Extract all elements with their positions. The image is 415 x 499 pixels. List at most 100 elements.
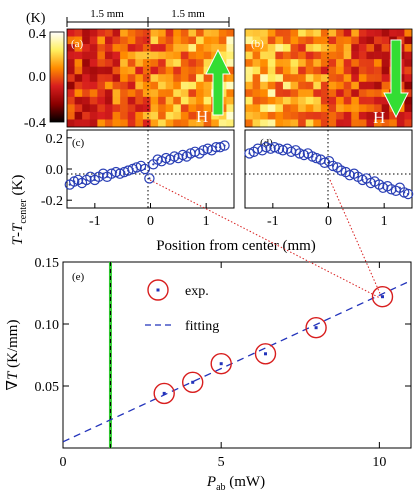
heat-cell [97,36,106,45]
heat-cell [275,66,284,75]
heat-cell [104,29,113,37]
heat-cell [298,89,307,98]
heat-cell [120,111,129,120]
heat-cell [282,44,291,52]
heat-cell [112,44,121,52]
heat-cell [305,81,314,90]
heat-cell [104,74,113,83]
heat-cell [396,111,405,120]
heat-cell [275,74,284,83]
heat-cell [226,29,235,37]
heat-cell [305,96,314,105]
heat-cell [158,36,166,45]
heat-cell [336,96,344,105]
heat-cell [305,44,314,52]
heat-cell [67,66,75,75]
heat-cell [142,96,151,105]
heat-cell [120,66,129,75]
heat-cell [82,59,91,67]
heat-cell [313,96,322,105]
heat-cell [150,66,159,75]
heat-cell [82,74,91,83]
heat-cell [112,66,121,75]
heat-cell [97,29,106,37]
heat-cell [188,74,197,83]
heat-cell [320,96,329,105]
heat-cell [275,81,284,90]
heat-cell [112,36,121,45]
heatmap-a-frame [66,28,235,128]
heat-cell [89,96,98,105]
heat-cell [358,111,367,120]
heat-cell [142,36,151,45]
heat-cell [74,81,83,90]
heat-cell [135,111,144,120]
heat-cell [203,111,212,120]
heat-cell [127,89,136,98]
colorbar [49,31,65,123]
heat-cell [366,36,375,45]
heat-cell [328,66,337,75]
heat-cell [389,119,398,128]
data-point [402,188,414,200]
heat-cell [203,29,212,37]
heat-cell [97,66,106,75]
heat-cell [150,44,159,52]
heat-cell [135,29,144,37]
heat-cell [366,119,375,128]
heat-cell [89,29,98,37]
heat-cell [343,74,352,83]
colorbar-tick-top: 0.4 [29,27,47,42]
heat-cell [298,81,307,90]
heat-cell [404,81,413,90]
heat-cell [135,44,144,52]
heat-cell [320,89,329,98]
heat-cell [74,96,83,105]
connector-line-d [329,179,383,299]
heat-cell [351,36,360,45]
panel-e-ylabel: ∇T (K/mm) [5,320,21,391]
x-tick-label: 5 [218,455,225,470]
x-tick-label: -1 [267,214,279,229]
heat-cell [74,104,83,113]
x-tick-label: 1 [381,214,388,229]
heat-cell [158,81,166,90]
heat-cell [260,74,269,83]
heat-cell [89,36,98,45]
heat-cell [112,104,121,113]
heat-cell [245,36,253,45]
y-tick-label: 0.15 [35,256,60,271]
heat-cell [275,96,284,105]
heat-cell [374,89,382,98]
heat-cell [320,119,329,128]
heat-cell [374,119,382,128]
x-tick-label: -1 [89,214,101,229]
heat-cell [127,74,136,83]
heat-cell [328,44,337,52]
heat-cell [188,89,197,98]
heat-cell [282,74,291,83]
heat-cell [366,104,375,113]
heat-cell [97,74,106,83]
data-point-dot [398,186,401,189]
heat-cell [196,104,204,113]
data-point-dot [365,177,368,180]
heat-cell [275,111,284,120]
data-point-dot [328,160,331,163]
scale-label-right: 1.5 mm [171,8,205,20]
panel-d: (d) [244,129,413,209]
heat-cell [275,36,284,45]
heat-cell [267,96,276,105]
heat-cell [358,44,367,52]
exp-point [371,286,394,308]
exp-point-dot [219,362,223,366]
heat-cell [104,59,113,67]
heat-cell [211,119,220,128]
heat-cell [328,111,337,120]
heat-cell [366,29,375,37]
heat-cell [226,36,235,45]
heat-cell [313,119,322,128]
heat-cell [218,119,227,128]
heat-cell [366,44,375,52]
heat-cell [267,74,276,83]
